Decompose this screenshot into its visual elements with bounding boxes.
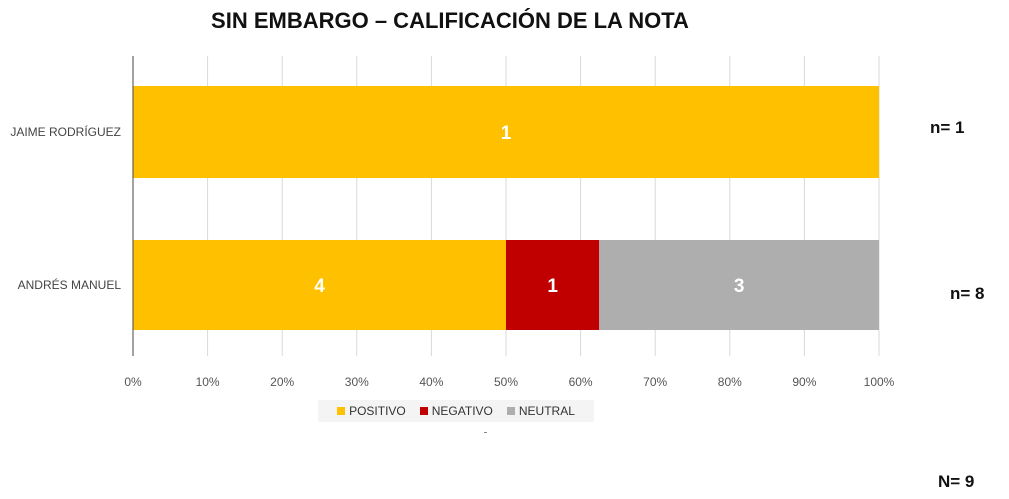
x-tick-label: 50% [494,375,518,389]
category-label: JAIME RODRÍGUEZ [10,124,121,139]
x-tick-label: 10% [196,375,220,389]
category-label: ANDRÉS MANUEL [18,277,122,292]
bar-segment [599,240,879,330]
legend-item-positivo: POSITIVO [337,404,406,418]
x-tick-label: 70% [643,375,667,389]
data-label: 4 [314,276,325,297]
chart-legend: POSITIVO NEGATIVO NEUTRAL [318,400,594,422]
decorative-dot [484,432,487,433]
x-tick-label: 40% [419,375,443,389]
x-tick-label: 0% [124,375,142,389]
bar-segment [133,86,879,178]
chart-title: SIN EMBARGO – CALIFICACIÓN DE LA NOTA [211,8,689,33]
x-tick-label: 100% [864,375,895,389]
x-tick-label: 20% [270,375,294,389]
legend-swatch-positivo [337,407,346,415]
legend-item-neutral: NEUTRAL [506,404,575,418]
n-count-andres: n= 8 [950,284,985,303]
n-total: N= 9 [938,472,975,491]
legend-label-neutral: NEUTRAL [518,404,575,418]
legend-label-negativo: NEGATIVO [431,404,493,418]
x-tick-label: 90% [792,375,816,389]
x-tick-label: 60% [569,375,593,389]
bar-segment [133,240,506,330]
legend-swatch-negativo [419,407,428,415]
legend-label-positivo: POSITIVO [349,404,406,418]
data-label: 3 [734,276,745,297]
data-label: 1 [501,123,512,144]
data-label: 1 [547,276,558,297]
legend-item-negativo: NEGATIVO [419,404,493,418]
legend-swatch-neutral [506,407,515,415]
bar-segment [506,240,600,330]
x-tick-label: 80% [718,375,742,389]
x-tick-label: 30% [345,375,369,389]
n-count-jaime: n= 1 [930,118,965,137]
